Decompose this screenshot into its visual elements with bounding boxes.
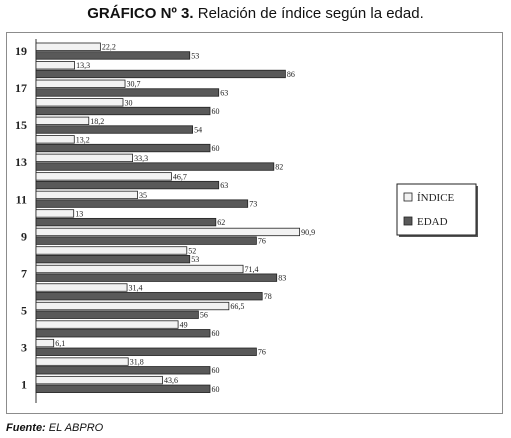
bar-edad	[35, 347, 257, 356]
value-label-edad: 53	[191, 255, 199, 264]
value-label-indice: 52	[188, 246, 196, 255]
value-label-indice: 33,3	[134, 154, 148, 163]
value-label-indice: 30,7	[127, 80, 141, 89]
bar-edad	[35, 384, 211, 393]
bar-edad	[35, 88, 220, 97]
bar-indice	[35, 42, 101, 51]
y-tick-label: 11	[16, 192, 27, 206]
value-label-indice: 13,3	[76, 61, 90, 70]
bar-chart: 22,25313,38630,763306018,25413,26033,382…	[15, 39, 478, 403]
value-label-edad: 63	[220, 181, 228, 190]
bar-indice	[35, 246, 188, 255]
legend-label-indice: ÍNDICE	[417, 192, 455, 204]
bar-edad	[35, 199, 249, 208]
value-label-edad: 60	[212, 385, 220, 394]
value-label-indice: 6,1	[55, 339, 65, 348]
value-label-edad: 86	[287, 70, 295, 79]
value-label-edad: 60	[212, 144, 220, 153]
bar-indice	[35, 172, 172, 181]
value-label-indice: 18,2	[90, 117, 104, 126]
bar-indice	[35, 135, 75, 144]
value-label-indice: 90,9	[301, 228, 315, 237]
bar-indice	[35, 357, 129, 366]
value-label-indice: 22,2	[102, 43, 116, 52]
bar-edad	[35, 180, 220, 190]
value-label-indice: 66,5	[230, 302, 244, 311]
value-label-indice: 35	[139, 191, 147, 200]
legend-swatch-indice	[403, 192, 413, 202]
source-note: Fuente: EL ABPRO	[6, 422, 103, 434]
bar-indice	[35, 190, 138, 200]
bar-indice	[35, 116, 90, 125]
value-label-indice: 30	[125, 98, 133, 107]
bar-edad	[35, 69, 286, 79]
value-label-edad: 56	[200, 311, 208, 320]
value-label-edad: 63	[220, 88, 228, 97]
bar-edad	[35, 273, 278, 282]
y-tick-label: 19	[15, 44, 27, 58]
bar-indice	[35, 153, 133, 163]
bar-edad	[35, 366, 211, 375]
y-tick-label: 17	[15, 81, 27, 95]
value-label-edad: 78	[264, 292, 272, 301]
chart-frame: 22,2 53 13,3 86 30,7 63 30 60 18,2 54 13,2 60 33,3 82…	[6, 32, 503, 414]
y-tick-label: 1	[21, 377, 27, 391]
value-label-edad: 83	[278, 274, 286, 283]
value-label-indice: 31,4	[129, 283, 143, 292]
value-label-edad: 82	[275, 163, 283, 172]
bar-indice	[35, 338, 55, 348]
value-label-indice: 46,7	[173, 172, 187, 181]
bar-indice	[35, 375, 163, 385]
source-value: EL ABPRO	[45, 422, 104, 434]
bar-edad	[35, 255, 191, 264]
value-label-edad: 62	[217, 218, 225, 227]
value-label-edad: 54	[194, 125, 202, 134]
y-tick-label: 7	[21, 266, 27, 280]
bar-edad	[35, 51, 191, 60]
chart-title-prefix: GRÁFICO Nº 3.	[87, 5, 194, 22]
y-tick-label: 9	[21, 229, 27, 243]
bar-indice	[35, 264, 244, 274]
bar-edad	[35, 162, 275, 171]
value-label-indice: 71,4	[245, 265, 259, 274]
bar-indice	[35, 79, 126, 88]
y-tick-label: 5	[21, 303, 27, 317]
bar-indice	[35, 227, 301, 237]
value-label-edad: 53	[191, 51, 199, 60]
value-label-indice: 43,6	[164, 376, 178, 385]
value-label-edad: 60	[212, 107, 220, 116]
y-tick-label: 15	[15, 118, 27, 132]
value-label-indice: 13	[75, 209, 83, 218]
source-label: Fuente:	[6, 422, 46, 434]
value-label-edad: 76	[258, 237, 266, 246]
bar-edad	[35, 125, 194, 134]
value-label-indice: 13,2	[76, 135, 90, 144]
legend-swatch-edad	[403, 216, 413, 226]
y-tick-label: 13	[15, 155, 27, 169]
bar-indice	[35, 209, 75, 218]
value-label-edad: 73	[249, 200, 257, 209]
bar-edad	[35, 106, 211, 116]
bar-indice	[35, 283, 128, 292]
value-label-edad: 60	[212, 366, 220, 375]
bar-edad	[35, 310, 199, 319]
bar-indice	[35, 301, 230, 311]
legend-label-edad: EDAD	[417, 216, 448, 228]
bar-indice	[35, 98, 124, 107]
bar-edad	[35, 217, 217, 227]
value-label-indice: 31,8	[130, 358, 144, 367]
chart-title: GRÁFICO Nº 3. Relación de índice según l…	[0, 5, 511, 22]
bar-edad	[35, 236, 257, 245]
bar-edad	[35, 292, 263, 301]
value-label-indice: 49	[180, 321, 188, 330]
bar-edad	[35, 329, 211, 338]
y-tick-label: 3	[21, 340, 27, 354]
legend-box	[396, 183, 477, 236]
value-label-edad: 60	[212, 329, 220, 338]
bar-edad	[35, 143, 211, 153]
bar-indice	[35, 61, 75, 70]
bar-indice	[35, 320, 179, 329]
value-label-edad: 76	[258, 348, 266, 357]
chart-title-text: Relación de índice según la edad.	[193, 5, 424, 22]
